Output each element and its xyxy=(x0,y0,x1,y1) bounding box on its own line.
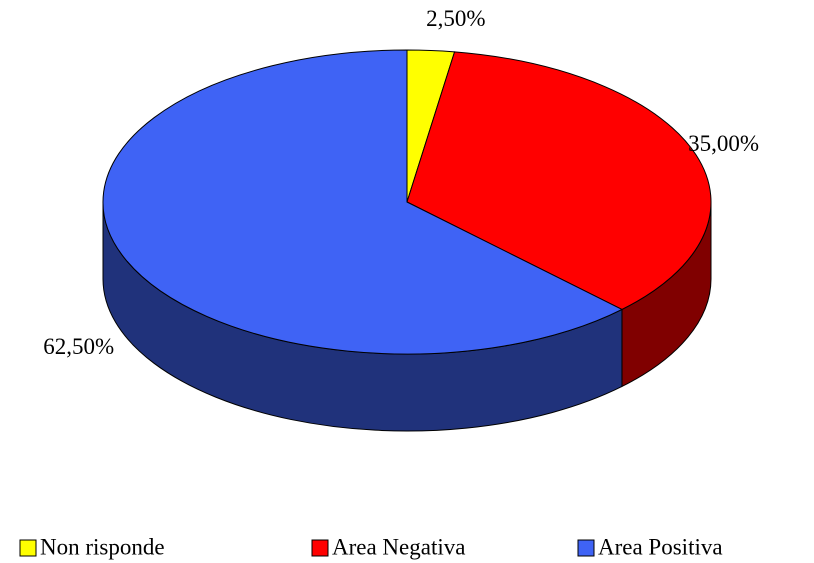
slice xyxy=(102,49,624,355)
slice xyxy=(406,51,712,311)
legend-label: Area Negativa xyxy=(332,534,465,559)
legend-label: Non risponde xyxy=(40,534,165,559)
data-label: 35,00% xyxy=(688,131,759,156)
legend-swatch xyxy=(311,539,329,557)
data-label: 2,50% xyxy=(426,6,485,31)
data-label: 62,50% xyxy=(43,334,114,359)
legend-label: Area Positiva xyxy=(598,534,723,559)
legend-swatch xyxy=(577,539,595,557)
legend-swatch xyxy=(19,539,37,557)
